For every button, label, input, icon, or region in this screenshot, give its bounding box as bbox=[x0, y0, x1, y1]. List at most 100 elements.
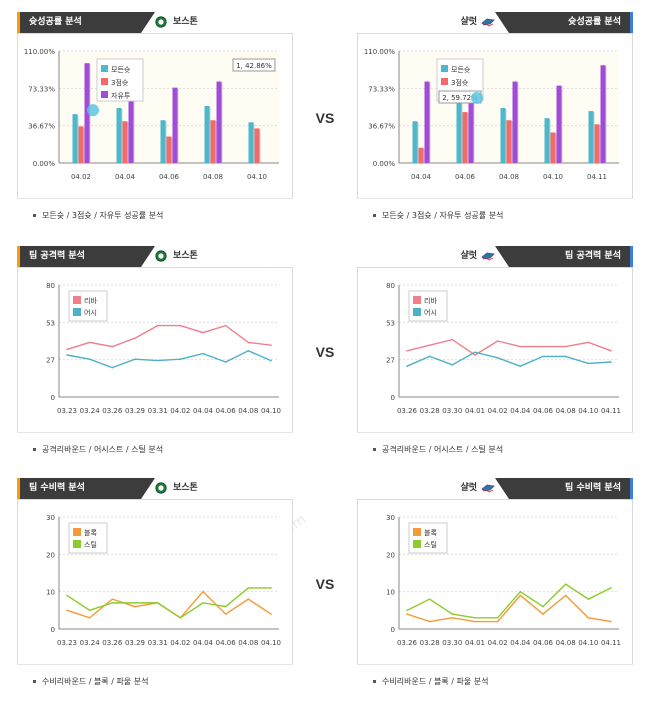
data-point bbox=[224, 361, 227, 363]
legend-label: 블록 bbox=[424, 528, 437, 537]
data-point bbox=[111, 366, 114, 369]
data-point bbox=[587, 617, 590, 619]
legend-swatch bbox=[441, 65, 448, 72]
x-tick-label: 04.08 bbox=[556, 639, 576, 647]
data-point bbox=[224, 613, 227, 615]
panel-title: 슛성공률 분석 bbox=[29, 17, 82, 27]
bar-0 bbox=[500, 108, 506, 163]
y-tick-label: 27 bbox=[386, 357, 395, 365]
x-tick-label: 04.06 bbox=[533, 639, 554, 647]
series-line-0 bbox=[406, 338, 612, 356]
series-line-0 bbox=[66, 324, 272, 351]
x-tick-label: 03.24 bbox=[80, 639, 101, 647]
x-tick-label: 03.26 bbox=[102, 407, 123, 415]
tab-accent bbox=[17, 246, 20, 267]
panel-caption: 수비리바운드 / 블록 / 파울 분석 bbox=[357, 664, 633, 698]
y-tick-label: 20 bbox=[386, 551, 395, 559]
data-point bbox=[587, 362, 590, 365]
team-label: 샬럿 bbox=[460, 478, 495, 499]
panel-title-tab: 팀 공격력 분석 bbox=[17, 246, 155, 267]
bar-2 bbox=[512, 81, 518, 163]
caption-text: 모든슛 / 3점슛 / 자유투 성공률 분석 bbox=[382, 211, 504, 220]
x-tick-label: 04.10 bbox=[261, 639, 281, 647]
panel-caption: 모든슛 / 3점슛 / 자유투 성공률 분석 bbox=[357, 198, 633, 232]
x-tick-label: 04.08 bbox=[556, 407, 576, 415]
tab-accent bbox=[630, 478, 633, 499]
data-point bbox=[66, 609, 68, 612]
legend-swatch bbox=[73, 296, 81, 304]
x-tick-label: 04.02 bbox=[488, 407, 508, 415]
series-line-1 bbox=[66, 587, 271, 619]
team-label: 샬럿 bbox=[460, 246, 495, 267]
panel-title: 팀 수비력 분석 bbox=[29, 483, 85, 493]
panel-caption: 공격리바운드 / 어시스트 / 스틸 분석 bbox=[357, 432, 633, 466]
tab-accent bbox=[630, 12, 633, 33]
bar-1 bbox=[78, 126, 84, 163]
data-point bbox=[542, 345, 544, 348]
data-point bbox=[88, 617, 91, 619]
data-point bbox=[496, 617, 499, 619]
bar-2 bbox=[128, 71, 134, 163]
x-tick-label: 04.04 bbox=[510, 407, 531, 415]
panel-title: 팀 공격력 분석 bbox=[29, 251, 85, 261]
x-tick-label: 04.04 bbox=[411, 173, 432, 181]
data-point bbox=[451, 364, 454, 366]
legend-label: 3점슛 bbox=[451, 79, 469, 87]
legend-label: 모든슛 bbox=[111, 66, 131, 74]
data-point bbox=[451, 617, 454, 619]
data-point bbox=[156, 359, 159, 362]
data-point bbox=[451, 338, 454, 341]
data-point bbox=[111, 602, 114, 604]
data-point bbox=[519, 365, 522, 367]
x-tick-label: 04.04 bbox=[193, 407, 214, 415]
x-tick-label: 03.28 bbox=[420, 407, 440, 415]
x-tick-label: 04.10 bbox=[543, 173, 563, 181]
legend-swatch bbox=[101, 78, 108, 85]
data-point bbox=[564, 345, 567, 348]
panel-title-tab: 슛성공률 분석 bbox=[17, 12, 155, 33]
data-point bbox=[610, 361, 612, 363]
chart-svg: 0.00% 36.67% 73.33% 110.00% 04.04 04.06 04.08 0… bbox=[364, 48, 619, 181]
legend-label: 어시 bbox=[424, 308, 437, 317]
bar-1 bbox=[506, 120, 512, 163]
team-name: 샬럿 bbox=[460, 17, 477, 27]
y-tick-label: 53 bbox=[46, 319, 55, 327]
series-line-1 bbox=[406, 351, 612, 367]
legend-swatch bbox=[73, 540, 81, 548]
data-point bbox=[202, 590, 204, 593]
tab-corner bbox=[495, 12, 509, 33]
legend-swatch bbox=[413, 296, 421, 304]
team-label: 보스톤 bbox=[155, 12, 198, 33]
y-tick-label: 0 bbox=[51, 626, 55, 634]
panel-title-tab: 팀 수비력 분석 bbox=[17, 478, 155, 499]
y-tick-label: 110.00% bbox=[364, 48, 395, 56]
panel-offense-left: 팀 공격력 분석 보스톤 공격리바운드 / 어시스트 / 스틸 분석 0 27 53 80 0… bbox=[17, 246, 293, 466]
y-tick-label: 30 bbox=[46, 514, 55, 522]
bullet-icon bbox=[373, 214, 376, 217]
legend-swatch bbox=[413, 308, 421, 316]
data-point bbox=[88, 358, 91, 360]
legend-swatch bbox=[413, 528, 421, 536]
y-tick-label: 10 bbox=[386, 589, 395, 597]
y-tick-label: 0.00% bbox=[373, 160, 396, 168]
bar-0 bbox=[160, 120, 166, 163]
x-tick-label: 04.02 bbox=[170, 407, 190, 415]
vs-label: VS bbox=[315, 110, 335, 126]
legend-swatch bbox=[101, 91, 108, 98]
tab-corner bbox=[141, 246, 155, 267]
data-point bbox=[179, 324, 182, 327]
data-point bbox=[428, 344, 431, 346]
data-point bbox=[247, 598, 250, 600]
y-tick-label: 36.67% bbox=[28, 123, 55, 131]
data-point bbox=[66, 354, 68, 356]
bullet-icon bbox=[33, 680, 36, 683]
bar-1 bbox=[418, 147, 424, 163]
chart-area: 0.00% 36.67% 73.33% 110.00% 04.02 04.04 04.06 0… bbox=[17, 39, 293, 204]
data-point bbox=[156, 602, 159, 604]
legend-swatch bbox=[101, 65, 108, 72]
bar-2 bbox=[556, 85, 562, 163]
